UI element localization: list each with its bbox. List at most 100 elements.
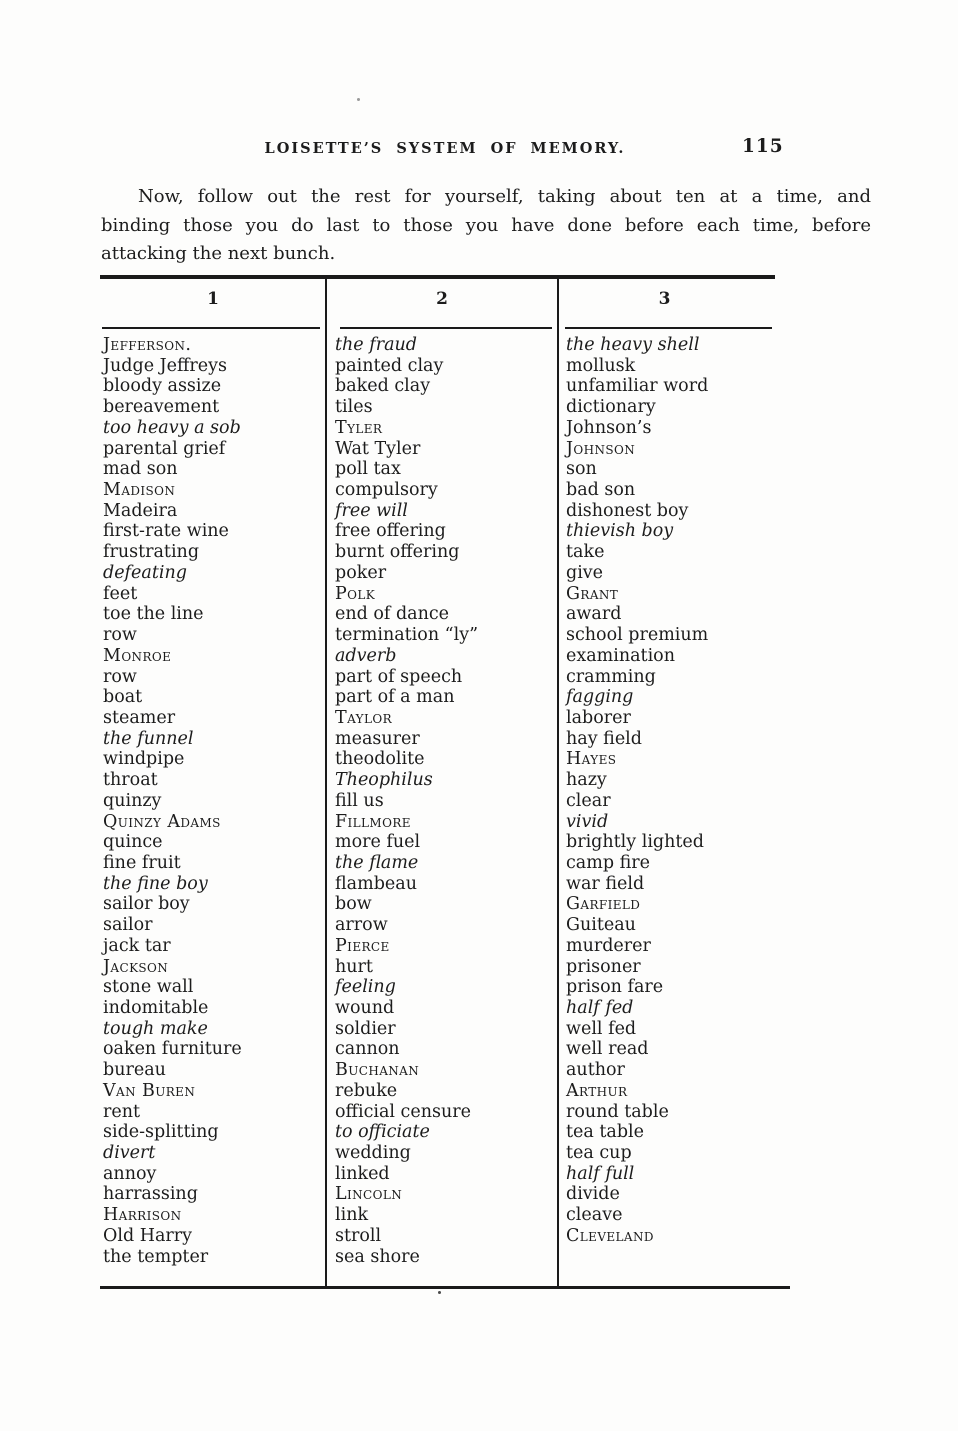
table-entry: Quinzy Adams xyxy=(103,811,221,832)
table-entry: first-rate wine xyxy=(103,521,229,542)
table-entry: more fuel xyxy=(335,832,421,853)
header-underline xyxy=(340,327,552,329)
table-entry: examination xyxy=(566,645,675,666)
table-entry: Van Buren xyxy=(103,1080,196,1101)
table-entry: too heavy a sob xyxy=(103,417,241,438)
header-underline xyxy=(565,327,772,329)
table-entry: sailor xyxy=(103,915,153,936)
table-entry: laborer xyxy=(566,707,631,728)
table-entry: school premium xyxy=(566,625,709,646)
paragraph-line: Now, follow out the rest for yourself, t… xyxy=(138,186,871,207)
table-entry: compulsory xyxy=(335,480,438,501)
table-entry: hay field xyxy=(566,728,642,749)
table-entry: son xyxy=(566,459,597,480)
table-entry: hurt xyxy=(335,956,373,977)
table-entry: jack tar xyxy=(103,935,171,956)
table-entry: painted clay xyxy=(335,355,444,376)
table-entry: thievish boy xyxy=(566,521,674,542)
table-entry: sea shore xyxy=(335,1246,420,1267)
header-underline xyxy=(102,327,320,329)
table-entry: wedding xyxy=(335,1143,411,1164)
table-entry: tough make xyxy=(103,1018,208,1039)
running-header: LOISETTE’S SYSTEM OF MEMORY. xyxy=(264,140,626,157)
table-entry: arrow xyxy=(335,915,388,936)
table-entry: cannon xyxy=(335,1039,400,1060)
table-entry: wound xyxy=(335,998,395,1018)
print-speck xyxy=(357,98,360,101)
table-entry: Grant xyxy=(566,583,619,604)
table-entry: author xyxy=(566,1060,625,1081)
memory-association-table: 1 2 3 Jefferson. Judge Jeffreys bloody ass… xyxy=(100,275,790,1289)
column-header-2: 2 xyxy=(436,289,448,309)
table-entry: official censure xyxy=(335,1101,471,1122)
table-entry: bow xyxy=(335,894,372,915)
table-entry: camp fire xyxy=(566,852,650,873)
table-entry: take xyxy=(566,542,605,563)
table-entry: Judge Jeffreys xyxy=(103,355,228,376)
table-entry: feet xyxy=(103,583,138,604)
table-entry: poker xyxy=(335,562,387,583)
table-entry: divide xyxy=(566,1184,620,1205)
table-entry: murderer xyxy=(566,935,651,956)
table-entry: clear xyxy=(566,790,611,811)
table-entry: Harrison xyxy=(103,1205,182,1226)
table-entry: indomitable xyxy=(103,998,209,1018)
table-entry: cleave xyxy=(566,1205,623,1226)
table-entry: defeating xyxy=(103,562,187,583)
table-entry: Jefferson. xyxy=(103,335,192,355)
table-entry: stone wall xyxy=(103,977,194,998)
column-divider xyxy=(325,278,327,1286)
table-entry: Wat Tyler xyxy=(335,438,421,459)
table-entry: windpipe xyxy=(103,749,185,770)
table-entry: brightly lighted xyxy=(566,832,704,853)
table-entry: sailor boy xyxy=(103,894,190,915)
table-entry: row xyxy=(103,625,137,646)
table-column-3: the heavy shell mollusk unfamiliar word dic… xyxy=(566,335,788,1247)
table-entry: bureau xyxy=(103,1060,166,1081)
table-entry: rent xyxy=(103,1101,141,1122)
table-entry: Arthur xyxy=(566,1080,628,1101)
paragraph-line: attacking the next bunch. xyxy=(101,243,336,265)
table-entry: Fillmore xyxy=(335,811,411,832)
table-entry: linked xyxy=(335,1163,390,1184)
table-entry: measurer xyxy=(335,728,420,749)
table-column-1: Jefferson. Judge Jeffreys bloody assize ber… xyxy=(103,335,323,1267)
table-entry: link xyxy=(335,1205,369,1226)
table-entry: to officiate xyxy=(335,1122,430,1143)
table-entry: dishonest boy xyxy=(566,500,689,521)
table-entry: tiles xyxy=(335,397,373,418)
table-entry: soldier xyxy=(335,1018,396,1039)
table-entry: the flame xyxy=(335,852,419,873)
table-entry: prisoner xyxy=(566,956,641,977)
table-entry: Madeira xyxy=(103,500,178,521)
table-entry: fine fruit xyxy=(103,852,181,873)
table-entry: bloody assize xyxy=(103,376,222,397)
table-bottom-rule xyxy=(100,1286,790,1289)
table-entry: Hayes xyxy=(566,749,617,770)
table-entry: the fraud xyxy=(335,335,417,355)
table-entry: part of speech xyxy=(335,666,463,687)
table-entry: quince xyxy=(103,832,163,853)
page-number: 115 xyxy=(742,136,784,157)
table-entry: the heavy shell xyxy=(566,335,700,355)
table-entry: divert xyxy=(103,1143,156,1164)
table-entry: Old Harry xyxy=(103,1225,193,1246)
table-entry: Lincoln xyxy=(335,1184,403,1205)
table-entry: quinzy xyxy=(103,790,162,811)
table-entry: mollusk xyxy=(566,355,636,376)
table-entry: Monroe xyxy=(103,645,172,666)
table-entry: well read xyxy=(566,1039,649,1060)
table-entry: oaken furniture xyxy=(103,1039,242,1060)
intro-paragraph: Now, follow out the rest for yourself, t… xyxy=(101,183,871,269)
table-entry: poll tax xyxy=(335,459,401,480)
table-entry: end of dance xyxy=(335,604,450,625)
paragraph-line: binding those you do last to those you h… xyxy=(101,214,871,236)
table-entry: theodolite xyxy=(335,749,425,770)
table-entry: hazy xyxy=(566,770,607,791)
table-entry: stroll xyxy=(335,1225,382,1246)
table-entry: tea table xyxy=(566,1122,645,1143)
table-entry: the fine boy xyxy=(103,873,208,894)
table-entry: Garfield xyxy=(566,894,641,915)
table-entry: unfamiliar word xyxy=(566,376,709,397)
table-entry: cramming xyxy=(566,666,656,687)
